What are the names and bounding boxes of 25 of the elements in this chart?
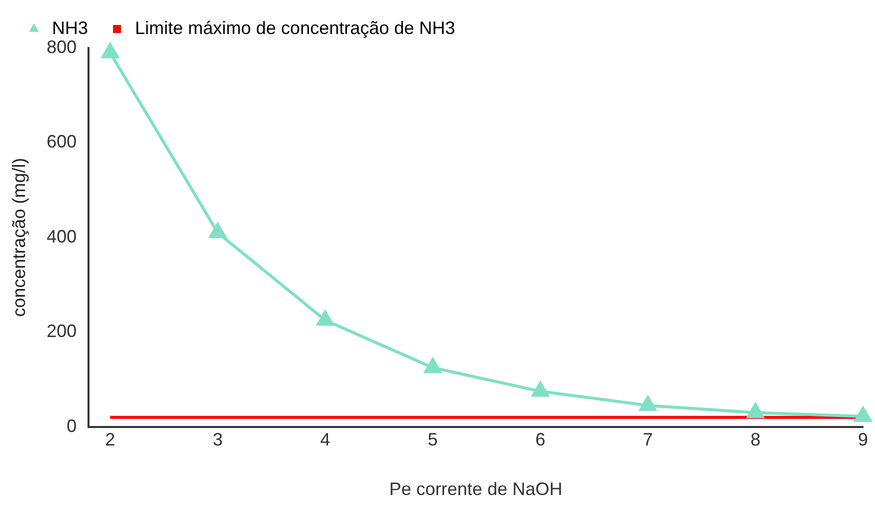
point <box>532 382 549 397</box>
y-tick-label: 200 <box>46 321 77 342</box>
point <box>424 358 442 374</box>
point <box>747 403 764 418</box>
x-tick-label: 7 <box>642 430 653 450</box>
point <box>854 406 872 422</box>
y-tick-label: 600 <box>46 132 77 152</box>
x-tick-label: 6 <box>535 430 546 450</box>
y-tick-label: 0 <box>66 416 77 436</box>
legend-label: NH3 <box>52 18 88 38</box>
point <box>102 43 119 58</box>
x-tick-label: 2 <box>105 430 116 450</box>
y-axis-title: concentração (mg/l) <box>8 158 29 317</box>
point <box>639 396 656 411</box>
x-tick-label: 5 <box>428 430 438 450</box>
x-tick-label: 4 <box>320 430 330 450</box>
point <box>209 223 226 238</box>
legend-label: Limite máximo de concentração de NH3 <box>135 18 456 38</box>
y-tick-label: 800 <box>46 36 77 57</box>
point <box>316 310 334 326</box>
x-tick-label: 3 <box>212 430 223 450</box>
x-axis-title: Pe corrente de NaOH <box>389 479 562 500</box>
x-tick-label: 8 <box>750 430 760 450</box>
x-tick-label: 9 <box>858 430 868 450</box>
y-tick-label: 400 <box>46 226 77 246</box>
